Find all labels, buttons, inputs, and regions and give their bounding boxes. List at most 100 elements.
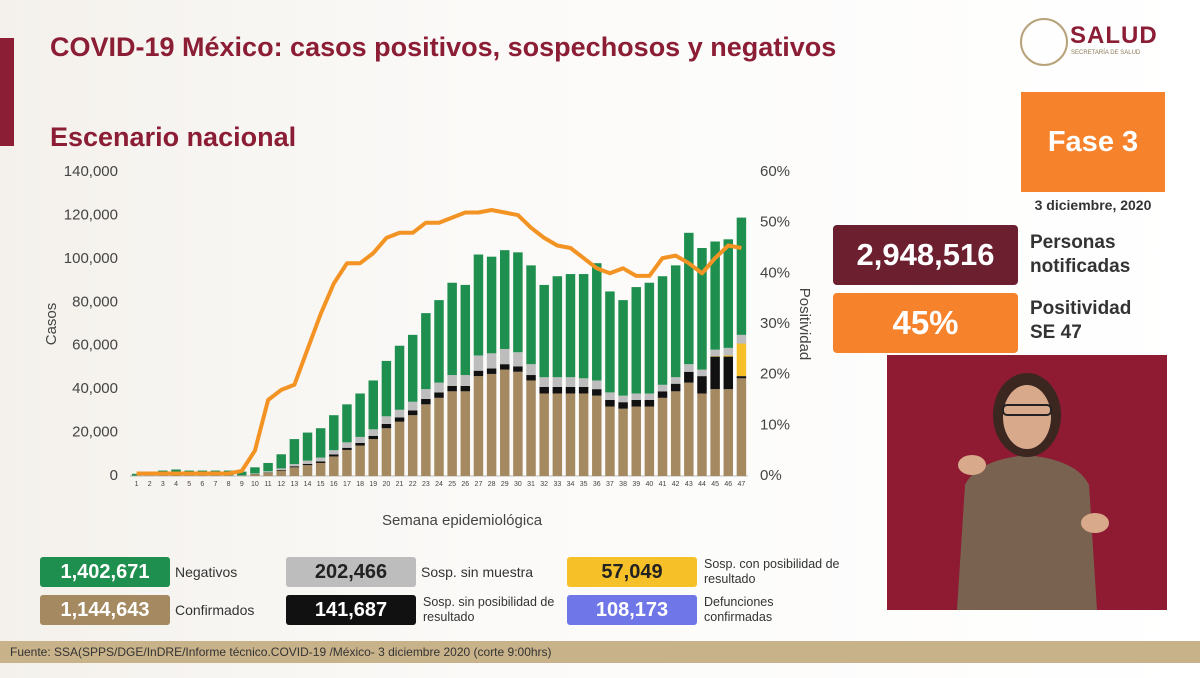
bar-segment (329, 454, 339, 457)
y-tick-label: 80,000 (72, 293, 118, 310)
bar-segment (473, 355, 484, 371)
x-tick-label: 22 (409, 481, 417, 488)
bar-segment (631, 393, 641, 400)
bar-segment (526, 380, 536, 476)
x-tick-label: 10 (251, 481, 259, 488)
interpreter-video (887, 355, 1167, 610)
x-tick-label: 16 (330, 481, 338, 488)
x-tick-label: 5 (187, 481, 191, 488)
y2-tick-label: 60% (760, 163, 790, 180)
bar-segment (394, 409, 405, 418)
bar-segment (723, 355, 734, 357)
phase-date: 3 diciembre, 2020 (1034, 197, 1152, 213)
bar-segment (394, 417, 405, 422)
bar-segment (670, 391, 681, 476)
x-tick-label: 15 (317, 481, 325, 488)
bar-segment (723, 356, 734, 390)
stat-label: Positividad SE 47 (1030, 298, 1132, 343)
bar-segment (644, 393, 655, 400)
bar-segment (513, 252, 523, 353)
bar-segment (736, 334, 747, 344)
y2-tick-label: 0% (760, 467, 782, 484)
line (136, 208, 742, 476)
y-tick-label: 100,000 (64, 250, 118, 267)
bar-segment (434, 392, 444, 398)
bar-segment (276, 470, 286, 476)
logo-subtitle: SECRETARÍA DE SALUD (1071, 50, 1141, 56)
y2-tick-label: 10% (760, 416, 790, 433)
bar-segment (276, 468, 286, 470)
bar-segment (500, 364, 510, 370)
x-tick-label: 37 (606, 481, 614, 488)
bar-segment (250, 473, 260, 475)
bar-segment (684, 232, 694, 365)
bar-segment (552, 386, 563, 394)
bar-segment (684, 364, 694, 372)
bar-segment (592, 380, 602, 390)
page-subtitle: Escenario nacional (50, 122, 297, 152)
bar-segment (684, 382, 694, 476)
x-tick-label: 19 (369, 481, 377, 488)
y2-axis-label: Positividad (796, 288, 813, 361)
x-tick-label: 21 (396, 481, 404, 488)
x-tick-label: 1 (135, 481, 139, 488)
bar-segment (315, 428, 326, 458)
x-tick-label: 17 (343, 481, 351, 488)
x-tick-label: 3 (161, 481, 165, 488)
bar-segment (315, 462, 326, 476)
bar-segment (565, 393, 576, 476)
logo-name: SALUD (1070, 22, 1158, 49)
bar-segment (697, 393, 707, 476)
bar-segment (473, 370, 484, 377)
x-tick-label: 23 (422, 481, 430, 488)
x-tick-label: 47 (738, 481, 746, 488)
bar-segment (697, 248, 707, 370)
bar-segment (289, 439, 300, 465)
bar-segment (644, 406, 655, 476)
bar-segment (736, 217, 747, 335)
person-face (1003, 385, 1051, 449)
bar-segment (447, 282, 457, 376)
bar-segment (526, 375, 536, 381)
x-tick-label: 7 (214, 481, 218, 488)
y-tick-label: 60,000 (72, 337, 118, 354)
person-hand (958, 455, 986, 475)
x-tick-label: 45 (711, 481, 719, 488)
bar-segment (657, 397, 668, 476)
x-tick-label: 20 (383, 481, 391, 488)
bar-segment (697, 369, 707, 377)
bar-segment (578, 393, 589, 476)
stat-label: Personas notificadas (1030, 232, 1131, 277)
bar-segment (486, 368, 497, 374)
y-tick-label: 140,000 (64, 163, 118, 180)
bar-segment (513, 352, 523, 367)
bar-segment (447, 375, 457, 386)
bar-segment (592, 389, 602, 396)
bar-segment (710, 241, 720, 350)
bar-segment (486, 256, 497, 354)
bar-segment (539, 377, 549, 387)
bar-segment (657, 391, 668, 398)
x-tick-label: 34 (567, 481, 575, 488)
bar-segment (407, 401, 418, 411)
x-tick-label: 41 (659, 481, 667, 488)
bar-segment (421, 398, 431, 405)
bar-segment (381, 416, 392, 424)
bar-segment (657, 384, 668, 392)
bar-segment (421, 404, 431, 476)
bar-segment (276, 469, 286, 471)
bar-segment (631, 406, 641, 476)
y-tick-label: 120,000 (64, 206, 118, 223)
legend-total: 141,687 (286, 595, 416, 625)
bar-segment (315, 461, 326, 463)
bar-segment (618, 395, 628, 403)
y2-tick-label: 20% (760, 366, 790, 383)
x-tick-label: 44 (698, 481, 706, 488)
bar-segment (460, 391, 471, 476)
person-hand (1081, 513, 1109, 533)
bar-segment (342, 404, 352, 443)
bar-segment (539, 386, 549, 394)
bar-segment (368, 439, 378, 476)
person-body (957, 455, 1097, 610)
bar-segment (355, 445, 365, 476)
